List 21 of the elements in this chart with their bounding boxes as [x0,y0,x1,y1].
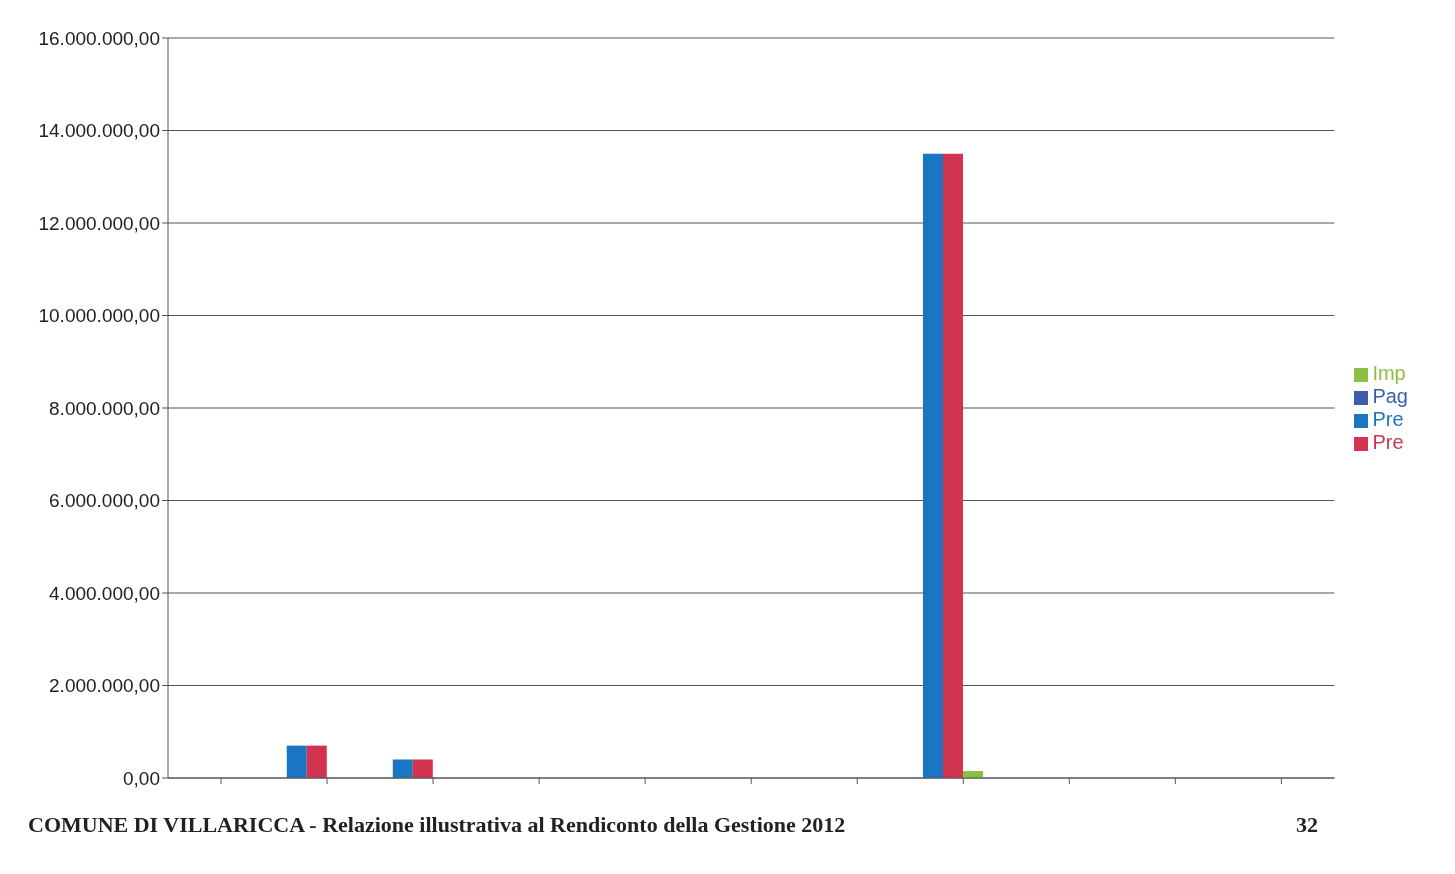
y-tick-label: 4.000.000,00 [49,582,160,604]
legend-label: Pre [1372,408,1404,430]
bar [286,745,307,778]
y-tick-label: 6.000.000,00 [49,490,160,512]
y-tick-label: 2.000.000,00 [49,675,160,697]
bar [412,759,433,778]
legend-label: Pre [1372,431,1404,453]
text: COMUNE DI VILLARICCA - Relazione illustrativa al Rendiconto della Gestione 2012 [28,812,846,838]
bar [942,153,963,778]
legend-label: Imp [1372,362,1406,384]
y-tick-label: 8.000.000,00 [49,397,160,419]
legend-label: Pag [1372,385,1408,407]
bar [392,759,413,778]
y-tick-label: 12.000.000,00 [38,212,160,234]
bar [922,153,943,778]
text: 32 [1296,812,1318,838]
y-tick-label: 16.000.000,00 [38,27,160,49]
bar [306,745,327,778]
y-tick-label: 0,00 [123,767,160,789]
y-tick-label: 10.000.000,00 [38,305,160,327]
y-tick-label: 14.000.000,00 [38,120,160,142]
